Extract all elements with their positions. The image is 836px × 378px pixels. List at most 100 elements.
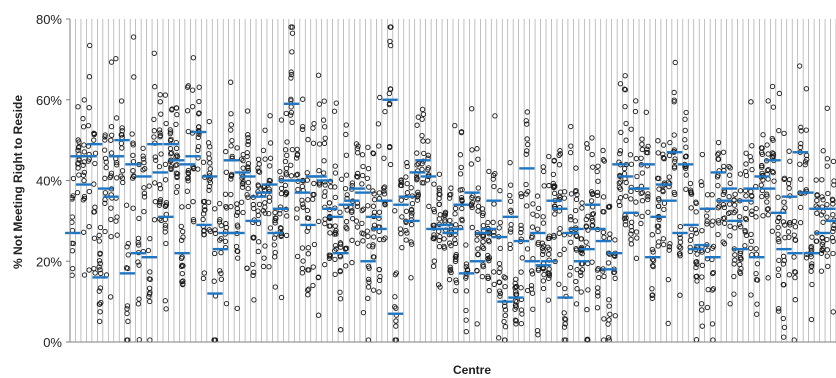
data-point — [293, 172, 300, 178]
data-point — [629, 227, 635, 234]
data-point — [780, 261, 787, 267]
data-point — [534, 193, 541, 199]
data-point — [552, 211, 558, 217]
data-point — [562, 285, 568, 292]
data-point — [409, 241, 415, 247]
data-point — [780, 253, 787, 259]
data-point — [474, 268, 480, 274]
data-point — [469, 224, 475, 231]
data-point — [492, 113, 498, 119]
data-point — [709, 192, 715, 198]
data-point — [306, 286, 312, 292]
data-point — [337, 209, 343, 215]
data-point — [366, 184, 372, 190]
data-point — [490, 219, 496, 225]
data-point — [282, 182, 289, 188]
data-point — [310, 196, 316, 202]
data-point — [699, 307, 705, 313]
data-point — [770, 151, 777, 157]
data-point — [414, 197, 421, 203]
data-point — [661, 206, 667, 213]
data-point — [480, 245, 487, 252]
data-point — [824, 236, 830, 243]
data-point — [765, 151, 771, 157]
data-point — [551, 190, 558, 197]
data-point — [765, 275, 771, 281]
data-point — [557, 151, 564, 157]
data-point — [775, 224, 781, 231]
data-point — [167, 127, 173, 133]
data-point — [573, 165, 579, 171]
data-point — [546, 182, 552, 189]
data-point — [125, 318, 131, 324]
data-point — [666, 152, 673, 159]
data-point — [803, 127, 809, 133]
data-point — [672, 59, 678, 66]
data-point — [453, 280, 460, 286]
data-point — [710, 269, 717, 276]
data-point — [671, 99, 677, 105]
data-point — [255, 168, 262, 174]
data-point — [404, 230, 410, 236]
data-point — [628, 196, 634, 202]
data-point — [370, 151, 377, 157]
data-point — [130, 152, 136, 159]
data-point — [167, 129, 174, 135]
data-point — [190, 104, 196, 110]
data-point — [413, 174, 420, 180]
data-point — [420, 106, 426, 113]
data-point — [327, 252, 333, 258]
data-point — [561, 324, 568, 330]
data-point — [562, 316, 568, 322]
data-point — [824, 156, 830, 162]
y-axis-title: % Not Meeting Right to Reside — [11, 95, 25, 269]
data-point — [737, 261, 743, 268]
data-point — [442, 212, 448, 218]
data-point — [682, 137, 688, 143]
data-point — [304, 207, 311, 214]
data-point — [605, 260, 612, 266]
data-point — [421, 150, 427, 157]
data-point — [704, 304, 711, 311]
data-point — [152, 199, 158, 205]
data-point — [480, 263, 486, 270]
data-point — [168, 164, 174, 170]
data-point — [311, 120, 317, 127]
data-point — [295, 186, 301, 193]
data-point — [360, 231, 367, 237]
data-point — [639, 213, 645, 220]
data-point — [200, 159, 207, 165]
data-point — [430, 235, 436, 242]
data-point — [824, 253, 830, 259]
data-point — [475, 185, 481, 191]
data-point — [420, 138, 426, 144]
data-point — [699, 323, 705, 329]
data-point — [546, 275, 552, 281]
data-point — [820, 197, 826, 203]
data-point — [754, 311, 760, 317]
data-point — [381, 155, 387, 161]
data-point — [202, 203, 208, 210]
data-point — [523, 191, 529, 197]
data-point — [743, 161, 749, 167]
data-point — [404, 163, 410, 170]
data-point — [649, 286, 655, 292]
data-point — [475, 195, 481, 202]
data-point — [69, 248, 76, 254]
data-point — [475, 246, 481, 252]
data-point — [753, 206, 759, 212]
data-point — [354, 170, 361, 177]
data-point — [541, 168, 547, 175]
data-point — [278, 185, 285, 191]
data-point — [737, 188, 744, 194]
data-point — [698, 179, 704, 185]
data-point — [92, 160, 98, 167]
data-point — [524, 136, 530, 142]
data-point — [180, 278, 186, 284]
data-point — [513, 276, 519, 282]
data-point — [742, 243, 748, 249]
data-point — [666, 247, 672, 253]
data-point — [288, 173, 295, 179]
data-point — [497, 265, 503, 272]
data-point — [661, 156, 667, 162]
